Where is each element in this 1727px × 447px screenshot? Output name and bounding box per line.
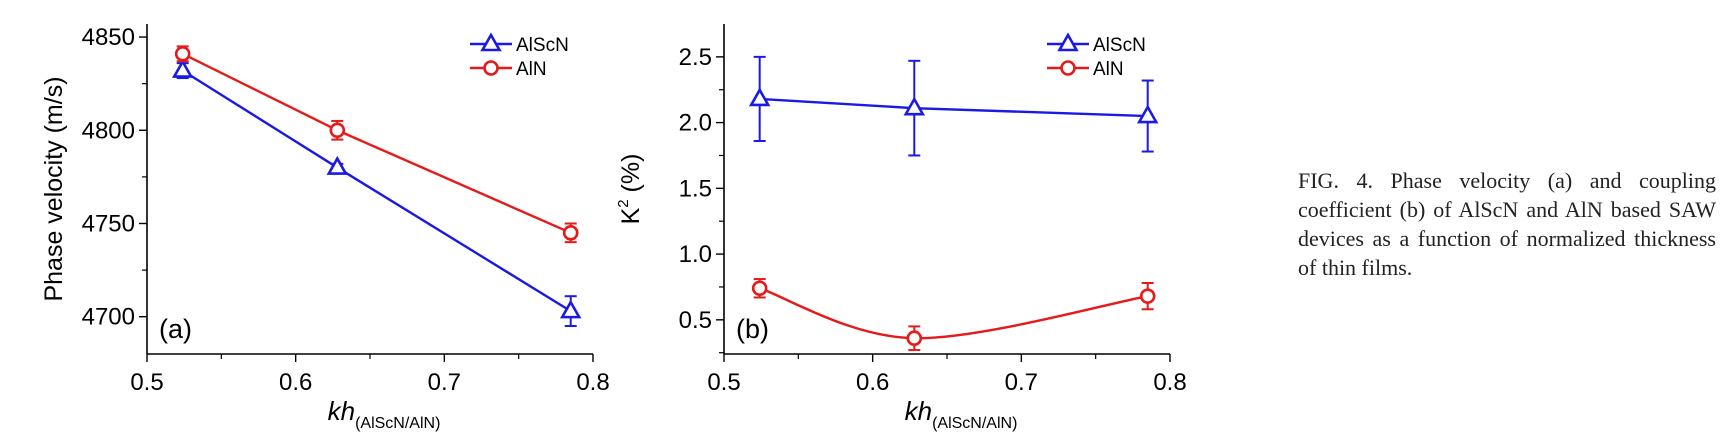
y-tick-label: 0.5	[679, 307, 712, 334]
data-point-AlScN	[903, 96, 926, 116]
series-line-AlN	[182, 52, 572, 234]
y-tick-label: 4700	[82, 304, 135, 331]
legend-label-AlN: AlN	[516, 59, 547, 80]
panel-label: (a)	[159, 314, 192, 344]
data-point-AlN	[906, 330, 923, 347]
data-point-AlScN	[171, 58, 194, 78]
y-tick-label: 1.5	[679, 175, 712, 202]
y-tick-label: 4800	[82, 117, 135, 144]
data-point-AlN	[329, 122, 346, 139]
y-axis-label-sup: 2	[615, 199, 632, 207]
data-point-AlN	[1139, 288, 1156, 304]
x-axis-label: kh(AlScN/AlN)	[328, 396, 441, 432]
legend-marker-AlN	[1060, 60, 1076, 76]
x-tick-label: 0.7	[1005, 369, 1038, 396]
x-axis-label: kh(AlScN/AlN)	[905, 396, 1018, 432]
y-axis-label: K2 (%)	[615, 154, 645, 225]
x-axis-label-sub: (AlScN/AlN)	[355, 415, 440, 432]
x-axis-label-sub: (AlScN/AlN)	[932, 415, 1017, 432]
series-line-AlScN	[759, 97, 1148, 118]
y-tick-label: 2.5	[679, 44, 712, 71]
x-tick-label: 0.6	[279, 369, 312, 396]
panel-label: (b)	[736, 314, 769, 344]
legend-label-AlScN: AlScN	[1093, 35, 1146, 56]
series-line-AlScN	[182, 69, 572, 313]
series-line-AlN	[759, 287, 1148, 340]
figure-caption: FIG. 4. Phase velocity (a) and coupling …	[1298, 168, 1716, 280]
data-point-AlN	[562, 225, 579, 241]
y-axis-label-text: Phase velocity (m/s)	[40, 76, 68, 301]
data-point-AlScN	[1136, 104, 1159, 124]
y-tick-label: 4750	[82, 210, 135, 237]
y-axis-label: Phase velocity (m/s)	[40, 76, 68, 301]
chart-panel-b: 0.5 0.6 0.7 0.8 0.5 1.0 1.5 2.0 2.5 kh(AlScN/AlN)…	[615, 24, 1187, 432]
legend-label-AlN: AlN	[1093, 59, 1124, 80]
y-tick-label: 4850	[82, 24, 135, 51]
data-point-AlScN	[326, 155, 349, 175]
y-tick-label: 2.0	[679, 110, 712, 137]
x-tick-label: 0.8	[576, 369, 609, 396]
x-axis-label-main: kh	[905, 396, 932, 426]
legend-marker-AlScN	[1057, 32, 1079, 52]
data-point-AlScN	[748, 87, 771, 107]
data-point-AlScN	[559, 299, 582, 319]
y-axis-label-main: K	[617, 207, 645, 224]
legend-marker-AlN	[483, 60, 499, 76]
legend-label-AlScN: AlScN	[516, 35, 569, 56]
x-tick-label: 0.5	[707, 369, 740, 396]
x-tick-label: 0.5	[130, 369, 163, 396]
y-axis-label-unit: (%)	[617, 154, 645, 200]
x-tick-label: 0.7	[428, 369, 461, 396]
x-axis-label-main: kh	[328, 396, 355, 426]
chart-panel-a: 0.5 0.6 0.7 0.8 4700 4750 4800 4850 kh(AlScN/AlN…	[40, 24, 610, 432]
data-point-AlN	[174, 46, 191, 62]
x-tick-label: 0.8	[1153, 369, 1186, 396]
y-tick-label: 1.0	[679, 241, 712, 268]
x-tick-label: 0.6	[856, 369, 889, 396]
data-point-AlN	[751, 280, 768, 297]
legend-marker-AlScN	[480, 32, 502, 52]
